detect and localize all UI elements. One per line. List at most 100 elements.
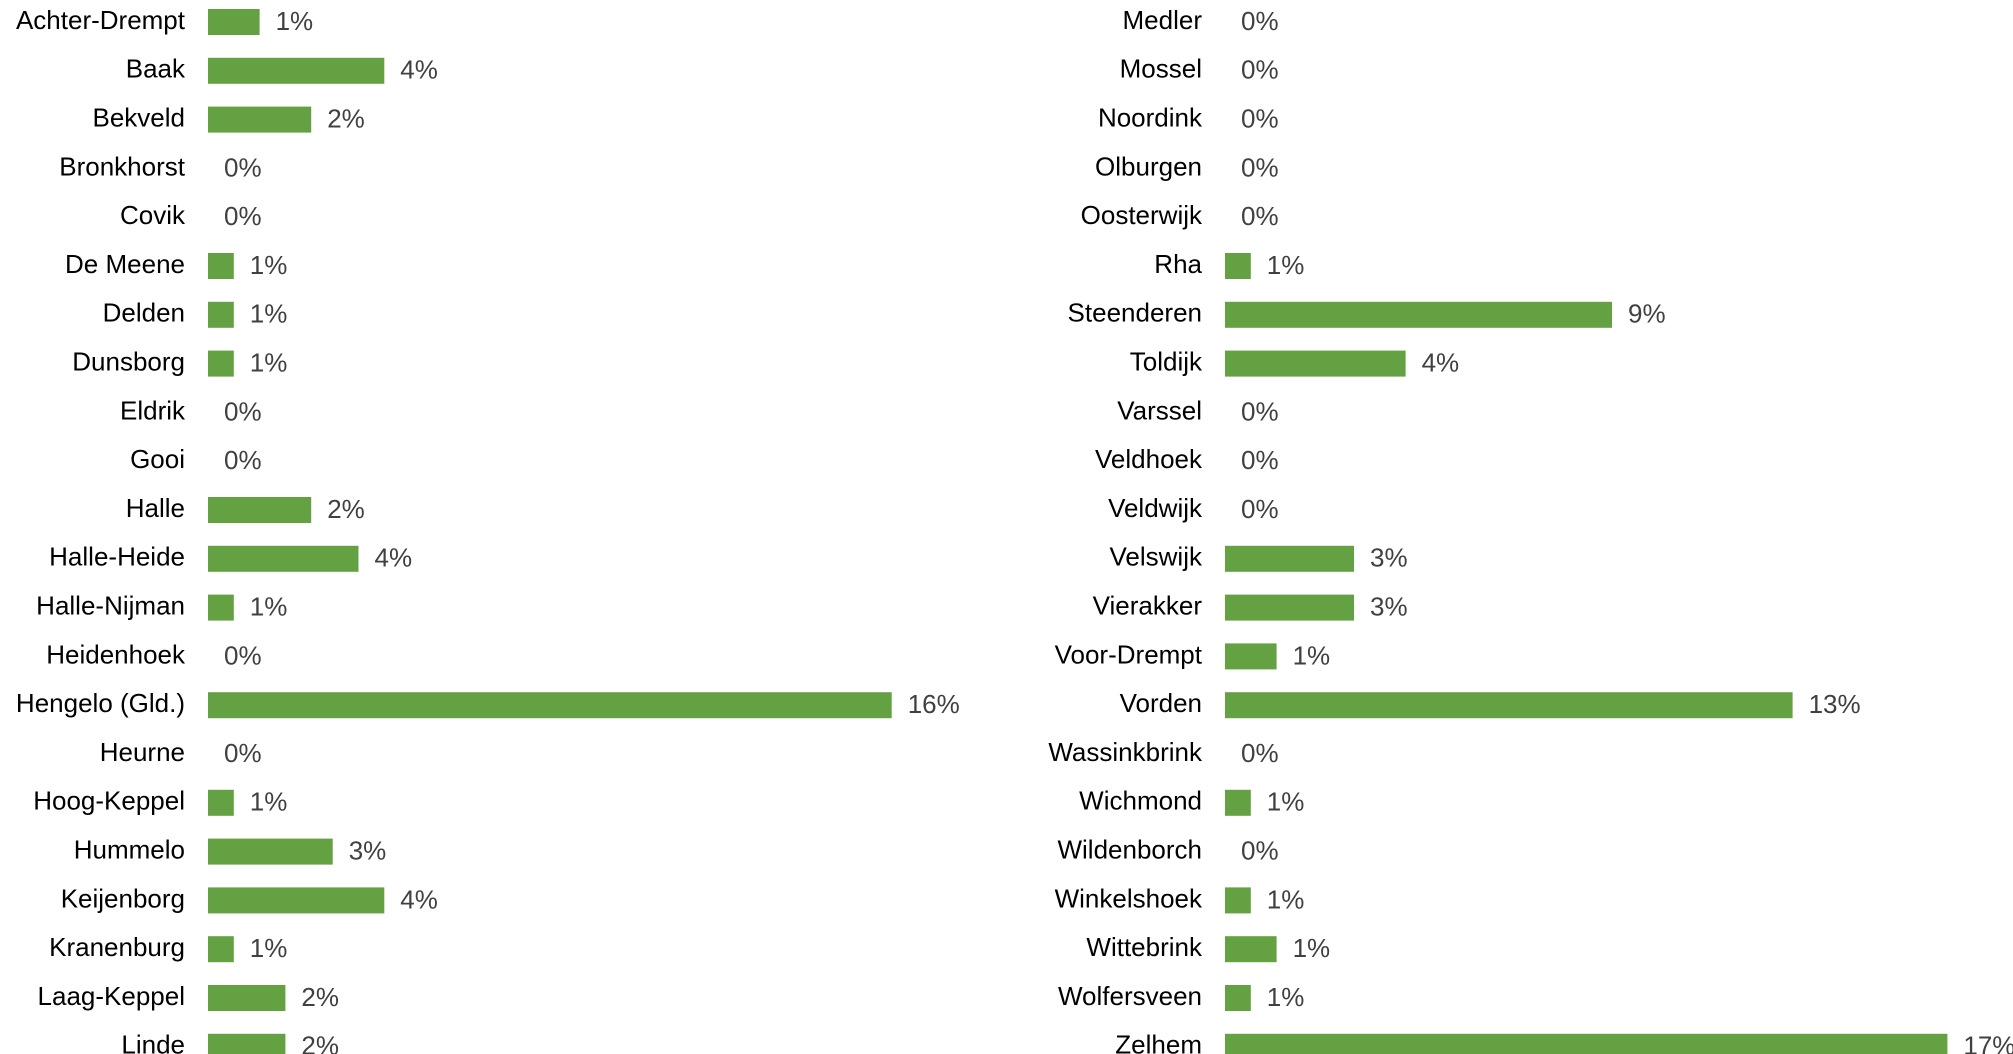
category-label: Halle-Heide <box>49 542 185 572</box>
bar <box>208 594 234 621</box>
value-label: 1% <box>276 6 314 36</box>
category-label: Baak <box>126 54 186 84</box>
category-label: Gooi <box>130 444 185 474</box>
bar <box>1225 1033 1948 1054</box>
bar <box>208 497 312 523</box>
value-label: 0% <box>1241 738 1279 768</box>
category-label: Voor-Drempt <box>1055 639 1203 669</box>
bar <box>208 106 312 133</box>
category-label: Bronkhorst <box>59 151 185 181</box>
bar <box>1225 301 1612 328</box>
bar <box>1225 985 1251 1011</box>
value-label: 1% <box>1267 884 1305 914</box>
category-label: Toldijk <box>1130 346 1203 376</box>
category-label: Halle-Nijman <box>36 590 185 620</box>
category-label: Veldhoek <box>1095 444 1203 474</box>
category-label: Wittebrink <box>1086 932 1203 962</box>
bar <box>208 936 234 963</box>
category-label: Covik <box>120 200 186 230</box>
value-label: 0% <box>224 445 262 475</box>
category-label: Rha <box>1154 249 1202 279</box>
category-label: Laag-Keppel <box>38 981 185 1011</box>
category-label: Linde <box>121 1030 185 1054</box>
value-label: 0% <box>224 152 262 182</box>
category-label: Wassinkbrink <box>1048 737 1203 767</box>
value-label: 3% <box>349 835 387 865</box>
bar <box>1225 692 1793 719</box>
value-label: 1% <box>250 591 288 621</box>
value-label: 0% <box>1241 6 1279 36</box>
value-label: 1% <box>250 250 288 280</box>
value-label: 2% <box>301 982 339 1012</box>
value-label: 0% <box>1241 445 1279 475</box>
value-label: 2% <box>327 103 365 133</box>
bar <box>208 838 333 865</box>
bar <box>208 57 385 84</box>
category-label: Veldwijk <box>1108 493 1203 523</box>
bar <box>1225 643 1277 670</box>
value-label: 9% <box>1628 299 1666 329</box>
value-label: 1% <box>1267 982 1305 1012</box>
category-label: Oosterwijk <box>1081 200 1203 230</box>
category-label: Wildenborch <box>1057 834 1202 864</box>
value-label: 3% <box>1370 591 1408 621</box>
value-label: 4% <box>400 884 438 914</box>
bar <box>208 692 892 719</box>
category-label: Dunsborg <box>72 346 185 376</box>
bar <box>208 253 234 279</box>
category-label: Mossel <box>1120 54 1202 84</box>
category-label: Olburgen <box>1095 151 1202 181</box>
category-label: Vorden <box>1120 688 1202 718</box>
value-label: 1% <box>1267 787 1305 817</box>
category-label: Hengelo (Gld.) <box>16 688 185 718</box>
value-label: 0% <box>1241 55 1279 85</box>
bar <box>208 350 234 377</box>
value-label: 1% <box>1293 640 1331 670</box>
value-label: 0% <box>224 201 262 231</box>
bar <box>1225 545 1354 572</box>
bar <box>208 9 260 35</box>
category-label: Hoog-Keppel <box>33 786 185 816</box>
category-label: Vierakker <box>1093 590 1203 620</box>
value-label: 0% <box>1241 835 1279 865</box>
category-label: Bekveld <box>93 102 186 132</box>
value-label: 0% <box>1241 396 1279 426</box>
category-label: Noordink <box>1098 102 1203 132</box>
bar <box>208 301 234 328</box>
category-label: Achter-Drempt <box>16 5 186 35</box>
value-label: 0% <box>224 640 262 670</box>
value-label: 1% <box>250 787 288 817</box>
category-label: Keijenborg <box>61 883 185 913</box>
category-label: Heurne <box>100 737 185 767</box>
bar <box>1225 350 1406 377</box>
bar <box>208 1033 286 1054</box>
value-label: 13% <box>1809 689 1861 719</box>
value-label: 4% <box>400 55 438 85</box>
value-label: 0% <box>224 738 262 768</box>
value-label: 4% <box>375 543 413 573</box>
bar <box>208 545 359 572</box>
value-label: 2% <box>327 494 365 524</box>
category-label: Steenderen <box>1068 298 1202 328</box>
value-label: 0% <box>224 396 262 426</box>
category-label: Winkelshoek <box>1055 883 1203 913</box>
bar <box>208 789 234 816</box>
bar <box>1225 887 1251 914</box>
value-label: 1% <box>250 933 288 963</box>
bar <box>208 985 286 1011</box>
bar <box>1225 789 1251 816</box>
category-label: Wichmond <box>1079 786 1202 816</box>
value-label: 0% <box>1241 201 1279 231</box>
category-label: Halle <box>126 493 185 523</box>
category-label: Velswijk <box>1110 542 1203 572</box>
value-label: 0% <box>1241 152 1279 182</box>
category-label: De Meene <box>65 249 185 279</box>
bar <box>1225 253 1251 279</box>
bar <box>1225 594 1354 621</box>
value-label: 1% <box>250 299 288 329</box>
category-label: Kranenburg <box>49 932 185 962</box>
category-label: Heidenhoek <box>46 639 186 669</box>
value-label: 4% <box>1422 347 1460 377</box>
value-label: 16% <box>908 689 960 719</box>
